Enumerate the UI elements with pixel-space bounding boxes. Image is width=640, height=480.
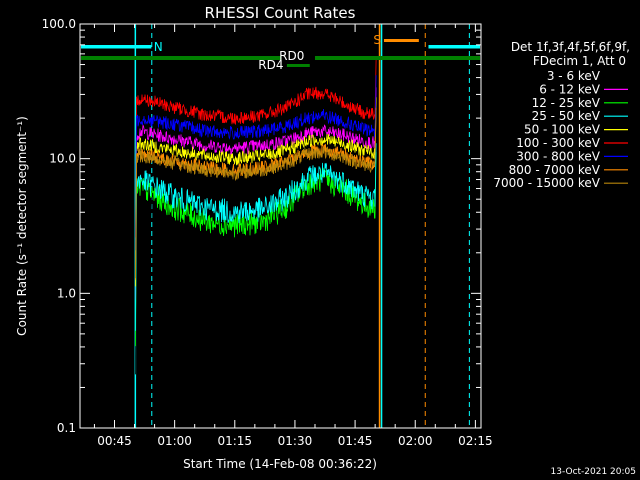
legend-label-9: 7000 - 15000 keV [493,176,600,190]
y-axis-label: Count Rate (s⁻¹ detector segment⁻¹) [15,116,29,336]
legend-label-5: 50 - 100 keV [524,123,601,137]
y-axis: 0.1 1.0 10.0 100.0 [42,17,481,435]
night-bar-2 [428,45,480,49]
y-tick-label: 1.0 [57,286,76,300]
saa-bar [383,39,419,42]
series-line-3 [135,152,377,347]
legend-label-6: 100 - 300 keV [516,136,600,150]
legend-label-7: 300 - 800 keV [516,149,600,163]
series-line-7 [135,75,377,251]
legend: Det 1f,3f,4f,5f,6f,9f, FDecim 1, Att 0 3… [493,40,630,190]
annotation-n: N [154,40,163,54]
night-bar-1 [81,45,152,49]
x-tick-label: 02:15 [458,434,493,448]
annotation-rd0: RD0 [279,49,304,63]
x-axis: 00:45 01:00 01:15 01:30 01:45 02:00 02:15 [93,24,493,448]
x-tick-label: 01:45 [338,434,373,448]
series-line-9 [135,110,377,279]
legend-header-line-1: Det 1f,3f,4f,5f,6f,9f, [511,40,630,54]
annotation-rd4: RD4 [258,58,283,72]
rd0-label-bg [280,56,315,62]
x-tick-label: 01:30 [278,434,313,448]
series-line-1 [135,164,377,375]
legend-label-8: 800 - 7000 keV [509,163,601,177]
series-line-2 [135,87,377,300]
decimation-bar-rd4 [286,64,310,67]
legend-label-4: 25 - 50 keV [532,109,601,123]
y-tick-label: 100.0 [42,17,76,31]
legend-label-3: 12 - 25 keV [532,96,601,110]
annotation-s: S [373,33,381,47]
series-line-4 [135,143,377,331]
legend-label-2: 6 - 12 keV [539,82,601,96]
x-tick-label: 01:00 [157,434,192,448]
y-tick-label: 10.0 [49,152,76,166]
y-tick-label: 0.1 [57,421,76,435]
x-tick-label: 01:15 [217,434,252,448]
x-tick-label: 00:45 [97,434,132,448]
legend-label-1: 3 - 6 keV [547,69,601,83]
x-tick-label: 02:00 [398,434,433,448]
series-line-6 [135,59,377,238]
series-line-5 [135,97,377,287]
legend-header-line-2: FDecim 1, Att 0 [533,54,626,68]
x-axis-label: Start Time (14-Feb-08 00:36:22) [183,457,377,471]
chart-title: RHESSI Count Rates [205,4,356,22]
decimation-bar-rd0 [81,56,480,60]
series-group [135,59,377,375]
footer-timestamp: 13-Oct-2021 20:05 [551,467,636,477]
plot-frame [79,23,482,429]
